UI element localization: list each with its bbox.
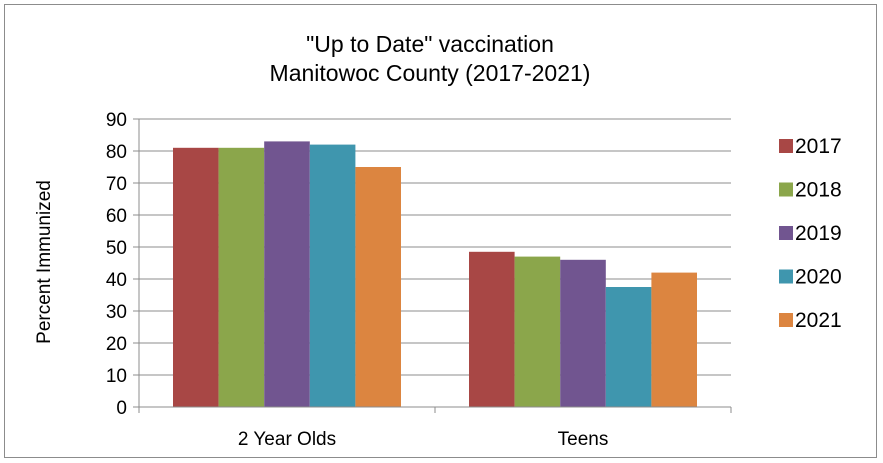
legend-swatch xyxy=(779,269,793,284)
y-axis-label: Percent Immunized xyxy=(34,180,55,344)
y-tick-label: 40 xyxy=(106,270,127,291)
bar-2017-2-year-olds xyxy=(173,147,219,408)
bar-2021-teens xyxy=(651,272,697,407)
bar-2021-2-year-olds xyxy=(355,167,401,407)
x-tick-label: Teens xyxy=(558,429,609,450)
y-tick-label: 70 xyxy=(106,174,127,195)
bar-2018-2-year-olds xyxy=(218,147,265,408)
bar-2020-2-year-olds xyxy=(309,144,356,407)
legend-swatch xyxy=(779,182,793,197)
legend-label: 2021 xyxy=(795,309,842,332)
legend-label: 2019 xyxy=(795,222,842,245)
bar-2018-teens xyxy=(514,256,561,407)
y-tick-label: 20 xyxy=(106,334,127,355)
y-tick-label: 30 xyxy=(106,302,127,323)
bar-2019-teens xyxy=(560,259,606,407)
bar-2020-teens xyxy=(605,287,652,407)
axes xyxy=(133,118,732,413)
bar-2017-teens xyxy=(469,251,515,407)
legend-label: 2020 xyxy=(795,266,842,289)
chart-title-line1: "Up to Date" vaccination xyxy=(306,31,554,57)
y-tick-label: 80 xyxy=(106,142,127,163)
chart-title-line2: Manitowoc County (2017-2021) xyxy=(270,60,591,86)
y-tick-label: 60 xyxy=(106,206,127,227)
y-tick-label: 10 xyxy=(106,366,127,387)
legend: 2017 2018 2019 2020 2021 xyxy=(779,135,842,332)
x-tick-label: 2 Year Olds xyxy=(238,429,336,450)
bars-group xyxy=(173,141,697,408)
y-tick-label: 50 xyxy=(106,238,127,259)
legend-swatch xyxy=(779,139,793,153)
y-tick-labels: 0 10 20 30 40 50 60 70 80 90 xyxy=(106,110,127,419)
legend-label: 2017 xyxy=(795,135,842,158)
legend-swatch xyxy=(779,313,793,327)
legend-label: 2018 xyxy=(795,179,842,202)
bar-2019-2-year-olds xyxy=(264,141,310,407)
legend-swatch xyxy=(779,226,793,240)
y-tick-label: 90 xyxy=(106,110,127,131)
x-tick-labels: 2 Year Olds Teens xyxy=(238,429,608,450)
chart-frame xyxy=(4,4,877,458)
y-tick-label: 0 xyxy=(116,398,127,419)
